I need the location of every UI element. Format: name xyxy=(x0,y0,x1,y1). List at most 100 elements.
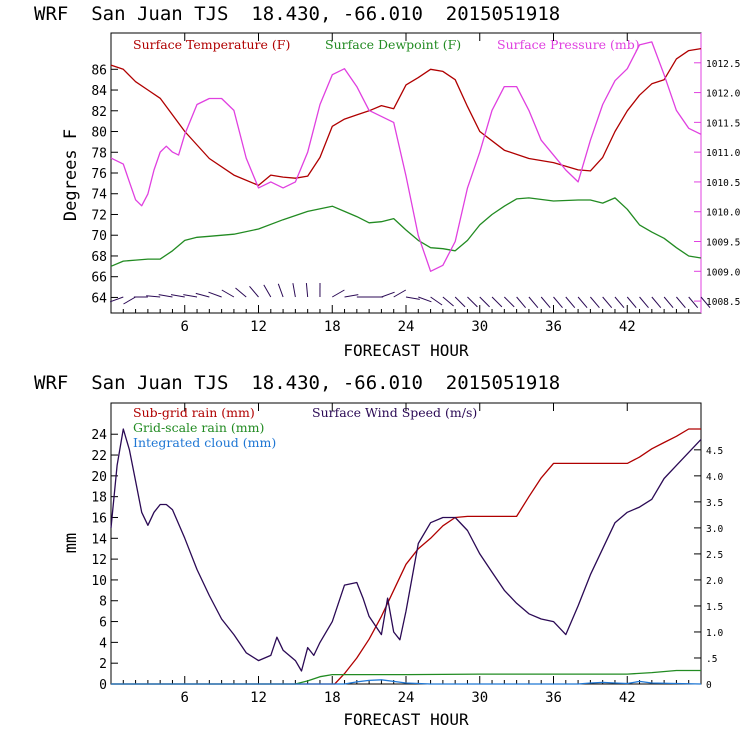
y-right-tick-label: 1008.5 xyxy=(706,297,740,308)
y-right-tick-label: 1009.0 xyxy=(706,267,740,278)
top-x-axis: 6 12 18 24 30 36 42 xyxy=(122,33,690,335)
y-left-tick-label: 0 xyxy=(99,678,107,693)
bottom-right-axis: 0 .5 1.0 1.5 2.0 2.5 3.0 3.5 4.0 4.5 xyxy=(694,446,723,691)
y-left-tick-label: 12 xyxy=(91,553,107,568)
bottom-header: WRF San Juan TJS 18.430, -66.010 2015051… xyxy=(34,372,560,394)
x-tick-label: 42 xyxy=(619,690,636,706)
y-left-tick-label: 66 xyxy=(91,271,107,286)
wind-barb xyxy=(516,296,526,309)
legend-surface-pressure: Surface Pressure (mb) xyxy=(497,37,640,52)
wind-barb xyxy=(344,294,359,298)
y-left-tick-label: 14 xyxy=(91,532,107,547)
legend-subgrid-rain: Sub-grid rain (mm) xyxy=(133,405,255,420)
wind-barb xyxy=(158,294,173,298)
y-left-tick-label: 70 xyxy=(91,229,107,244)
y-left-tick-label: 68 xyxy=(91,250,107,265)
bottom-panel: WRF San Juan TJS 18.430, -66.010 2015051… xyxy=(34,372,723,729)
x-tick-label: 12 xyxy=(250,319,267,335)
top-y-axis-label: Degrees F xyxy=(61,129,81,221)
x-tick-label: 6 xyxy=(181,319,189,335)
wind-barb xyxy=(170,294,185,298)
y-right-tick-label: 3.5 xyxy=(706,498,723,509)
y-right-tick-label: 1011.5 xyxy=(706,118,740,129)
series-line-sub-grid-rain-mm xyxy=(111,428,701,685)
y-right-tick-label: 1009.5 xyxy=(706,238,740,249)
wind-barb xyxy=(676,296,686,309)
y-left-tick-label: 10 xyxy=(91,574,107,589)
x-tick-label: 6 xyxy=(181,690,189,706)
wind-barb xyxy=(602,296,613,309)
y-left-tick-label: 80 xyxy=(91,126,107,141)
y-right-tick-label: 3.0 xyxy=(706,524,723,535)
wind-barb xyxy=(503,296,515,308)
wind-barb xyxy=(263,284,272,298)
y-left-tick-label: 16 xyxy=(91,511,107,526)
wind-barb xyxy=(393,289,407,298)
y-right-tick-label: 1.0 xyxy=(706,628,723,639)
wind-barb xyxy=(292,283,296,298)
legend-integrated-cloud: Integrated cloud (mm) xyxy=(133,435,276,450)
wind-barb xyxy=(528,296,539,309)
legend-surface-wind-speed: Surface Wind Speed (m/s) xyxy=(312,405,477,420)
wind-barb xyxy=(479,296,490,308)
y-right-tick-label: 4.0 xyxy=(706,472,723,483)
wind-barb xyxy=(405,296,420,300)
y-left-tick-label: 24 xyxy=(91,428,107,443)
wind-barb xyxy=(123,296,136,305)
y-left-tick-label: 78 xyxy=(91,146,107,161)
bottom-x-axis-label: FORECAST HOUR xyxy=(343,710,469,729)
y-left-tick-label: 20 xyxy=(91,470,107,485)
y-right-tick-label: 1012.5 xyxy=(706,59,740,70)
y-left-tick-label: 8 xyxy=(99,595,107,610)
wind-barb xyxy=(221,289,235,298)
wind-barb xyxy=(249,285,259,298)
legend-gridscale-rain: Grid-scale rain (mm) xyxy=(133,420,264,435)
y-right-tick-label: 2.5 xyxy=(706,550,723,561)
top-x-axis-label: FORECAST HOUR xyxy=(343,341,469,360)
series-line-surface-pressure-mb xyxy=(110,41,702,272)
wind-barb xyxy=(651,296,662,309)
legend-surface-temperature: Surface Temperature (F) xyxy=(133,37,290,52)
x-tick-label: 30 xyxy=(471,319,488,335)
y-left-tick-label: 74 xyxy=(91,188,107,203)
wind-barb xyxy=(663,296,674,309)
wind-barb xyxy=(109,296,124,303)
wind-barb xyxy=(381,291,395,298)
y-left-tick-label: 86 xyxy=(91,63,107,78)
wind-barb xyxy=(565,296,576,309)
series-line-integrated-cloud-mm xyxy=(111,679,702,685)
y-right-tick-label: 1010.5 xyxy=(706,178,740,189)
y-right-tick-label: 1.5 xyxy=(706,602,723,613)
x-tick-label: 12 xyxy=(250,690,267,706)
wind-barb xyxy=(208,291,222,298)
x-tick-label: 18 xyxy=(324,319,341,335)
y-right-tick-label: 0 xyxy=(706,680,712,691)
wind-barb xyxy=(467,296,478,308)
wind-barb xyxy=(305,283,309,298)
bottom-series-group xyxy=(110,428,702,685)
wind-barb xyxy=(277,283,284,298)
x-tick-label: 36 xyxy=(545,690,562,706)
x-tick-label: 30 xyxy=(471,690,488,706)
wind-barbs xyxy=(109,282,711,309)
wind-barb xyxy=(553,296,563,309)
bottom-y-axis-label: mm xyxy=(61,533,81,553)
wind-barb xyxy=(235,287,247,298)
y-right-tick-label: 4.5 xyxy=(706,446,723,457)
y-left-tick-label: 64 xyxy=(91,291,107,306)
wind-barb xyxy=(589,296,600,309)
wind-barb xyxy=(332,289,345,298)
y-left-tick-label: 82 xyxy=(91,105,107,120)
y-left-tick-label: 22 xyxy=(91,449,107,464)
y-left-tick-label: 72 xyxy=(91,208,107,223)
y-right-tick-label: .5 xyxy=(706,654,717,665)
x-tick-label: 24 xyxy=(398,690,415,706)
wind-barb xyxy=(195,292,210,298)
y-left-tick-label: 2 xyxy=(99,657,107,672)
top-left-axis: 64 66 68 70 72 74 76 78 80 82 84 86 xyxy=(91,63,118,306)
y-right-tick-label: 2.0 xyxy=(706,576,723,587)
wind-barb xyxy=(639,296,649,309)
series-line-grid-scale-rain-mm xyxy=(111,669,701,685)
y-right-tick-label: 1010.0 xyxy=(706,208,740,219)
